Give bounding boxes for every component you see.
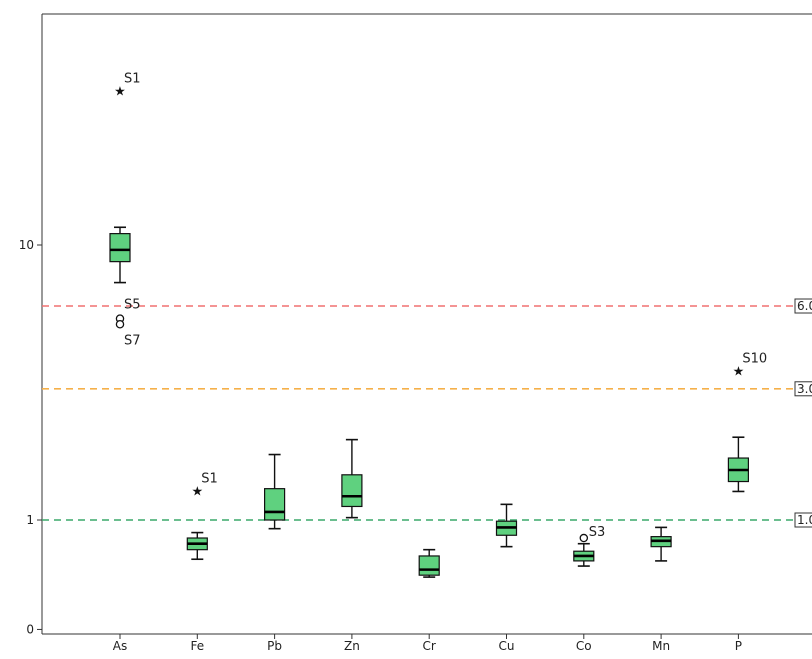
x-tick-label: P (735, 639, 742, 653)
x-tick-label: Mn (652, 639, 670, 653)
box-iqr (341, 474, 363, 508)
plot-frame (41, 13, 812, 635)
outlier-as-s1: ★S1 (114, 71, 140, 99)
x-axis: As Fe Pb Zn Cr Cu Co Mn P (113, 634, 742, 653)
box-iqr (264, 488, 286, 521)
box-mn (650, 526, 672, 562)
outlier-p-s10: ★S10 (733, 351, 768, 379)
reference-label-box (794, 298, 812, 314)
outlier-label: S10 (742, 351, 767, 366)
y-tick-label: 0 (26, 622, 34, 636)
y-tick-label: 10 (19, 238, 34, 252)
outlier-circle-marker (115, 320, 125, 329)
box-iqr (109, 233, 131, 263)
boxes (109, 226, 750, 578)
outlier-co-s3: S3 (579, 525, 606, 543)
box-p (727, 436, 750, 493)
outlier-label: S7 (124, 333, 141, 348)
reference-label: 6.0 (797, 299, 812, 313)
outlier-as-s7: S7 (115, 320, 141, 348)
box-cu (495, 503, 518, 548)
outlier-label: S3 (589, 525, 606, 540)
x-tick-label: Cu (499, 639, 515, 653)
reference-label: 3.0 (797, 382, 812, 396)
box-zn (341, 438, 363, 519)
outlier-as-s5: S5 (115, 298, 141, 323)
box-pb (264, 453, 286, 530)
reference-label: 1.0 (797, 513, 812, 527)
box-co (573, 542, 595, 567)
reference-label-box (794, 381, 812, 397)
y-axis: 1001010 (19, 238, 42, 636)
reference-label-box (794, 512, 812, 528)
x-tick-label: Fe (190, 639, 204, 653)
x-tick-label: Co (576, 639, 592, 653)
y-tick-label: 1 (26, 513, 34, 527)
box-cr (418, 548, 440, 578)
reference-lines: 6.0 3.0 1.0 (42, 298, 812, 528)
box-iqr (418, 555, 440, 576)
outlier-label: S5 (124, 298, 141, 313)
box-as (109, 226, 131, 284)
outlier-star-marker: ★ (733, 364, 745, 379)
x-tick-label: As (113, 639, 127, 653)
x-tick-label: Zn (344, 639, 360, 653)
box-fe (186, 531, 208, 561)
x-tick-label: Pb (267, 639, 282, 653)
outlier-fe-s1: ★S1 (191, 472, 217, 500)
outlier-star-marker: ★ (191, 485, 203, 500)
outlier-label: S1 (201, 472, 218, 487)
outlier-label: S1 (124, 71, 141, 86)
outlier-star-marker: ★ (114, 84, 126, 99)
outlier-circle-marker (579, 533, 589, 543)
x-tick-label: Cr (423, 639, 436, 653)
